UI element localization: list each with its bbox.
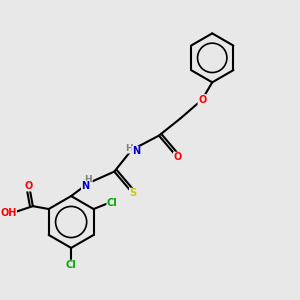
Text: H: H	[85, 175, 92, 184]
Text: H: H	[125, 144, 133, 153]
Text: Cl: Cl	[66, 260, 76, 270]
Text: O: O	[173, 152, 182, 162]
Text: Cl: Cl	[107, 198, 118, 208]
Text: S: S	[130, 188, 136, 198]
Text: N: N	[132, 146, 140, 156]
Text: N: N	[82, 181, 90, 191]
Text: O: O	[198, 94, 206, 105]
Text: OH: OH	[0, 208, 16, 218]
Text: O: O	[24, 181, 33, 191]
